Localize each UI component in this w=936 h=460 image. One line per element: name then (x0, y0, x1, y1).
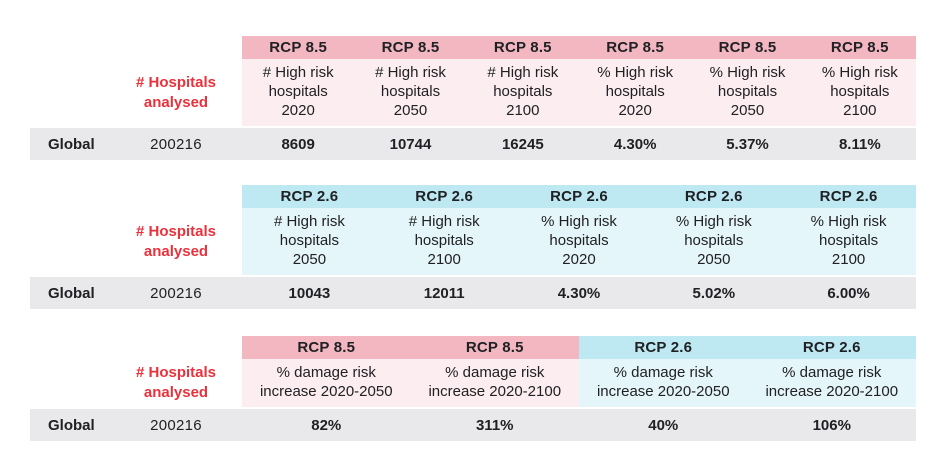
scenario-header-cell: RCP 8.5 (579, 36, 692, 59)
report-table-figure: RCP 8.5 RCP 8.5 RCP 8.5 RCP 8.5 RCP 8.5 … (0, 36, 936, 441)
data-value-cell: 12011 (376, 277, 512, 309)
hospitals-analysed-value: 200216 (110, 128, 242, 160)
column-header-cell: # High risk hospitals 2100 (466, 59, 579, 126)
data-value-cell: 10744 (354, 128, 467, 160)
data-value-cell: 8.11% (803, 128, 916, 160)
spacer (30, 208, 110, 275)
scenario-header-cell: RCP 2.6 (511, 185, 647, 208)
column-header-cell: % damage risk increase 2020-2050 (579, 359, 748, 407)
spacer (30, 336, 110, 359)
spacer (110, 336, 242, 359)
row-label-global: Global (30, 128, 110, 160)
column-header-cell: # High risk hospitals 2050 (242, 208, 377, 275)
column-header-cell: # High risk hospitals 2100 (376, 208, 512, 275)
data-value-cell: 5.02% (646, 277, 782, 309)
data-value-cell: 10043 (242, 277, 377, 309)
row-label-global: Global (30, 409, 110, 441)
data-value-cell: 8609 (242, 128, 355, 160)
table-rcp26-high-risk: RCP 2.6 RCP 2.6 RCP 2.6 RCP 2.6 RCP 2.6 … (30, 185, 916, 309)
data-value-cell: 82% (242, 409, 411, 441)
spacer (30, 185, 110, 208)
scenario-header-cell: RCP 2.6 (646, 185, 782, 208)
hospitals-analysed-label: # Hospitals analysed (135, 364, 217, 401)
hospitals-analysed-label: # Hospitals analysed (135, 222, 217, 260)
spacer (30, 36, 110, 59)
scenario-header-cell: RCP 8.5 (242, 36, 355, 59)
scenario-header-cell: RCP 8.5 (691, 36, 804, 59)
scenario-header-cell: RCP 8.5 (466, 36, 579, 59)
table-damage-risk-increase: RCP 8.5 RCP 8.5 RCP 2.6 RCP 2.6 # Hospit… (30, 336, 916, 441)
data-value-cell: 5.37% (691, 128, 804, 160)
hospitals-analysed-value: 200216 (110, 409, 242, 441)
scenario-header-cell: RCP 2.6 (579, 336, 748, 359)
column-header-cell: % High risk hospitals 2100 (781, 208, 916, 275)
scenario-header-cell: RCP 2.6 (376, 185, 512, 208)
spacer (110, 185, 242, 208)
hospitals-analysed-value: 200216 (110, 277, 242, 309)
column-header-cell: # High risk hospitals 2020 (242, 59, 355, 126)
spacer (110, 36, 242, 59)
scenario-header-cell: RCP 8.5 (354, 36, 467, 59)
column-header-cell: % High risk hospitals 2020 (511, 208, 647, 275)
data-value-cell: 16245 (466, 128, 579, 160)
column-header-cell: % damage risk increase 2020-2050 (242, 359, 411, 407)
scenario-header-cell: RCP 8.5 (410, 336, 579, 359)
spacer (30, 359, 110, 407)
scenario-header-cell: RCP 8.5 (803, 36, 916, 59)
column-header-cell: # High risk hospitals 2050 (354, 59, 467, 126)
data-value-cell: 106% (747, 409, 916, 441)
column-header-cell: % High risk hospitals 2050 (691, 59, 804, 126)
data-value-cell: 311% (410, 409, 579, 441)
table-rcp85-high-risk: RCP 8.5 RCP 8.5 RCP 8.5 RCP 8.5 RCP 8.5 … (30, 36, 916, 160)
data-value-cell: 4.30% (511, 277, 647, 309)
scenario-header-cell: RCP 2.6 (242, 185, 377, 208)
scenario-header-cell: RCP 2.6 (747, 336, 916, 359)
column-header-cell: % High risk hospitals 2050 (646, 208, 782, 275)
column-header-cell: % High risk hospitals 2020 (579, 59, 692, 126)
data-value-cell: 6.00% (781, 277, 916, 309)
spacer (30, 59, 110, 126)
data-value-cell: 4.30% (579, 128, 692, 160)
scenario-header-cell: RCP 2.6 (781, 185, 916, 208)
scenario-header-cell: RCP 8.5 (242, 336, 411, 359)
row-label-global: Global (30, 277, 110, 309)
column-header-cell: % damage risk increase 2020-2100 (410, 359, 579, 407)
hospitals-analysed-label: # Hospitals analysed (135, 73, 217, 111)
column-header-cell: % High risk hospitals 2100 (803, 59, 916, 126)
column-header-cell: % damage risk increase 2020-2100 (747, 359, 916, 407)
data-value-cell: 40% (579, 409, 748, 441)
